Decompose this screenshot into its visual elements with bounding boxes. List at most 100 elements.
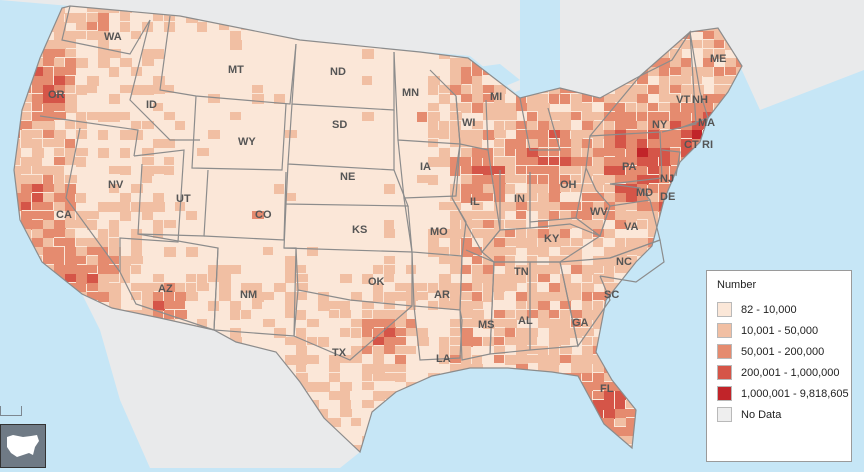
county-cell	[714, 463, 725, 468]
county-cell	[604, 355, 614, 364]
county-cell	[32, 355, 44, 365]
county-cell	[483, 238, 494, 247]
county-cell	[538, 49, 549, 57]
county-cell	[439, 454, 450, 462]
county-cell	[538, 58, 549, 68]
county-cell	[692, 202, 702, 210]
county-cell	[65, 238, 75, 247]
county-cell	[54, 220, 66, 230]
county-cell	[593, 256, 605, 266]
legend-item: 10,001 - 50,000	[717, 320, 843, 341]
county-cell	[494, 382, 506, 390]
county-cell	[54, 319, 64, 328]
county-cell	[120, 193, 131, 202]
state-label-nh: NH	[692, 94, 708, 106]
county-cell	[439, 301, 450, 309]
county-cell	[670, 112, 681, 122]
state-label-ny: NY	[652, 119, 668, 131]
state-label-mn: MN	[402, 87, 419, 99]
county-cell	[494, 436, 504, 444]
county-cell	[538, 220, 548, 228]
county-cell	[54, 139, 64, 147]
county-cell	[494, 256, 506, 266]
county-cell	[681, 85, 693, 94]
county-cell	[54, 373, 66, 381]
county-cell	[659, 175, 669, 183]
county-cell	[516, 364, 528, 372]
county-cell	[307, 337, 317, 345]
county-cell	[384, 391, 396, 399]
county-cell	[582, 301, 592, 311]
county-cell	[758, 229, 770, 238]
usa-outline-icon[interactable]	[0, 424, 46, 468]
county-cell	[131, 247, 142, 256]
county-cell	[450, 319, 461, 327]
county-cell	[428, 103, 439, 111]
county-cell	[230, 31, 241, 41]
county-cell	[725, 166, 736, 176]
county-cell	[736, 175, 742, 184]
county-cell	[626, 184, 638, 194]
county-cell	[527, 184, 538, 193]
county-cell	[747, 139, 759, 149]
county-cell	[43, 121, 55, 130]
county-cell	[538, 148, 548, 156]
county-cell	[703, 184, 714, 193]
county-cell	[120, 202, 130, 212]
county-cell	[14, 274, 22, 283]
county-cell	[615, 355, 627, 363]
county-cell	[21, 400, 33, 408]
county-cell	[21, 202, 31, 210]
county-cell	[472, 139, 482, 148]
county-cell	[615, 319, 627, 328]
county-cell	[98, 40, 109, 50]
county-cell	[560, 337, 570, 345]
county-cell	[527, 418, 537, 427]
county-cell	[736, 58, 742, 67]
county-cell	[527, 409, 538, 417]
county-cell	[494, 238, 505, 248]
county-cell	[714, 31, 726, 41]
county-cell	[483, 193, 493, 201]
county-cell	[175, 301, 185, 309]
county-cell	[43, 103, 54, 113]
county-cell	[43, 6, 55, 13]
county-cell	[637, 166, 647, 176]
county-cell	[494, 463, 506, 468]
county-cell	[54, 301, 66, 309]
county-cell	[527, 103, 539, 111]
county-cell	[549, 292, 560, 301]
county-cell	[670, 256, 680, 264]
county-cell	[648, 373, 659, 381]
county-cell	[472, 103, 483, 113]
county-cell	[560, 211, 572, 221]
nav-tab-handle[interactable]	[0, 406, 22, 416]
county-cell	[252, 292, 264, 302]
county-cell	[461, 157, 471, 167]
county-cell	[571, 319, 581, 327]
county-cell	[648, 193, 658, 202]
county-cell	[549, 229, 560, 238]
county-cell	[14, 22, 20, 32]
county-cell	[384, 310, 396, 320]
county-cell	[604, 166, 615, 175]
county-cell	[626, 256, 637, 266]
county-cell	[505, 418, 516, 428]
county-cell	[494, 346, 505, 354]
county-cell	[648, 157, 658, 167]
county-cell	[384, 184, 395, 194]
county-cell	[637, 328, 647, 338]
county-cell	[21, 256, 31, 265]
county-cell	[329, 355, 340, 364]
county-cell	[681, 364, 692, 373]
county-cell	[461, 346, 471, 355]
county-cell	[692, 76, 702, 84]
county-cell	[703, 40, 714, 48]
county-cell	[648, 184, 658, 193]
county-cell	[54, 418, 66, 427]
county-cell	[659, 409, 670, 419]
county-cell	[670, 400, 680, 410]
county-cell	[21, 355, 32, 365]
